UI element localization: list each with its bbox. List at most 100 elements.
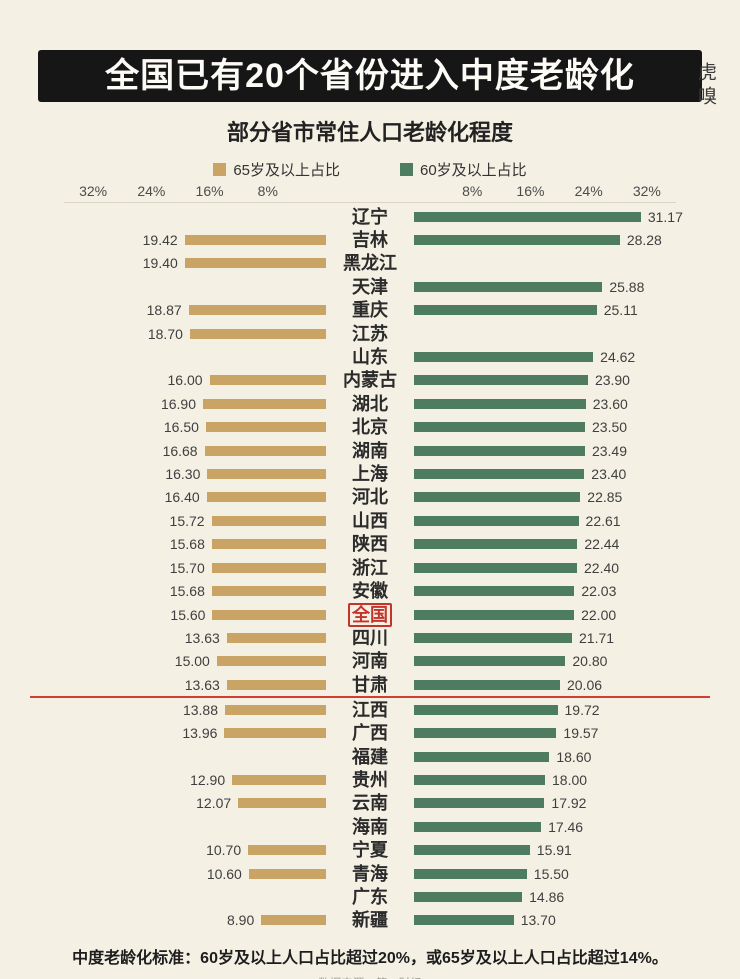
left-bar-cell: 10.60	[64, 866, 326, 882]
left-bar-cell: 18.87	[64, 302, 326, 318]
right-value: 22.44	[584, 536, 620, 553]
chart-row: 16.68 湖南 23.49	[64, 439, 676, 462]
province-label: 辽宁	[352, 206, 388, 227]
chart-row: 16.50 北京 23.50	[64, 416, 676, 439]
right-bar-cell: 31.17	[414, 209, 683, 225]
axis-tick: 16%	[195, 183, 224, 199]
left-value: 10.60	[206, 865, 242, 882]
left-value: 12.90	[190, 772, 226, 789]
province-label: 山西	[352, 510, 388, 531]
right-bar-cell: 17.46	[414, 819, 676, 835]
chart-row: 16.30 上海 23.40	[64, 462, 676, 485]
chart-row: 19.40 黑龙江	[64, 252, 676, 275]
province-cell: 新疆	[326, 910, 414, 930]
province-label: 江苏	[352, 323, 388, 344]
left-bar-cell: 16.50	[64, 419, 326, 435]
right-bar-cell: 15.50	[414, 866, 676, 882]
left-value: 19.40	[142, 255, 178, 272]
right-value: 23.40	[591, 465, 627, 482]
province-cell: 重庆	[326, 300, 414, 320]
right-bar	[414, 751, 550, 762]
left-value: 18.87	[146, 302, 182, 319]
chart-row: 10.70 宁夏 15.91	[64, 839, 676, 862]
right-bar	[414, 211, 641, 222]
huxiu-logo: 虎嗅	[695, 62, 717, 110]
province-cell: 安徽	[326, 581, 414, 601]
chart-row: 15.60 全国 22.00	[64, 602, 676, 627]
right-bar	[414, 422, 586, 433]
left-bar	[189, 328, 326, 339]
left-value: 8.90	[226, 912, 255, 929]
right-bar-cell: 22.61	[414, 513, 676, 529]
chart-row: 18.70 江苏	[64, 322, 676, 345]
province-label: 海南	[352, 816, 388, 837]
province-cell: 北京	[326, 417, 414, 437]
province-label: 福建	[352, 746, 388, 767]
chart-row: 16.00 内蒙古 23.90	[64, 369, 676, 392]
province-label: 河南	[352, 651, 388, 672]
axis-row: 32% 24% 16% 8% 8% 16% 24% 32%	[64, 183, 676, 203]
left-bar-cell: 15.72	[64, 513, 326, 529]
left-bar	[211, 539, 326, 550]
right-bar-cell: 23.90	[414, 372, 676, 388]
right-bar	[414, 305, 597, 316]
right-value: 23.90	[594, 372, 630, 389]
right-value: 21.71	[579, 629, 615, 646]
right-bar-cell: 23.50	[414, 419, 676, 435]
left-bar	[224, 728, 326, 739]
left-bar	[232, 775, 326, 786]
right-bar	[414, 728, 557, 739]
chart-rows: 辽宁 31.17 19.42 吉林 28.28 19.40 黑龙江	[30, 205, 710, 932]
chart-row: 13.88 江西 19.72	[64, 698, 676, 721]
left-bar	[226, 679, 326, 690]
left-value: 18.70	[147, 325, 183, 342]
chart-row: 广东 14.86	[64, 885, 676, 908]
province-label: 湖北	[352, 393, 388, 414]
left-bar-cell: 19.40	[64, 255, 326, 271]
chart-row: 16.40 河北 22.85	[64, 486, 676, 509]
axis-tick: 24%	[137, 183, 166, 199]
legend-item-60plus: 60岁及以上占比	[400, 159, 527, 180]
right-bar	[414, 704, 558, 715]
left-value: 15.70	[169, 559, 205, 576]
right-bar	[414, 656, 566, 667]
left-bar	[248, 868, 326, 879]
left-bar	[211, 585, 326, 596]
chart-row: 辽宁 31.17	[64, 205, 683, 228]
left-value: 16.30	[165, 465, 201, 482]
right-value: 15.91	[536, 842, 572, 859]
right-value: 17.92	[551, 795, 587, 812]
right-bar-cell: 15.91	[414, 842, 676, 858]
right-value: 23.49	[591, 442, 627, 459]
province-label: 甘肃	[352, 674, 388, 695]
province-cell: 黑龙江	[326, 253, 414, 273]
axis-tick: 8%	[462, 183, 483, 199]
left-value: 16.40	[164, 489, 200, 506]
chart-row: 海南 17.46	[64, 815, 676, 838]
left-bar	[238, 798, 326, 809]
data-source: 数据来源：第一财经	[0, 975, 740, 979]
axis-tick: 32%	[79, 183, 108, 199]
province-label: 吉林	[352, 230, 388, 251]
province-label: 湖南	[352, 440, 388, 461]
right-value: 22.85	[587, 489, 623, 506]
right-bar	[414, 445, 585, 456]
left-value: 12.07	[196, 795, 232, 812]
right-value: 15.50	[533, 865, 569, 882]
province-label: 内蒙古	[343, 370, 397, 391]
right-value: 22.03	[581, 582, 617, 599]
province-cell: 广东	[326, 887, 414, 907]
chart-row: 16.90 湖北 23.60	[64, 392, 676, 415]
right-bar-cell: 20.06	[414, 677, 676, 693]
axis-tick: 24%	[574, 183, 603, 199]
right-bar-cell: 22.44	[414, 536, 676, 552]
right-bar	[414, 281, 603, 292]
left-value: 19.42	[142, 232, 178, 249]
right-bar	[414, 468, 585, 479]
right-bar-cell: 17.92	[414, 795, 676, 811]
left-bar-cell: 16.00	[64, 372, 326, 388]
right-bar	[414, 562, 578, 573]
province-cell: 湖南	[326, 441, 414, 461]
right-bar	[414, 845, 530, 856]
left-bar-cell: 13.63	[64, 630, 326, 646]
